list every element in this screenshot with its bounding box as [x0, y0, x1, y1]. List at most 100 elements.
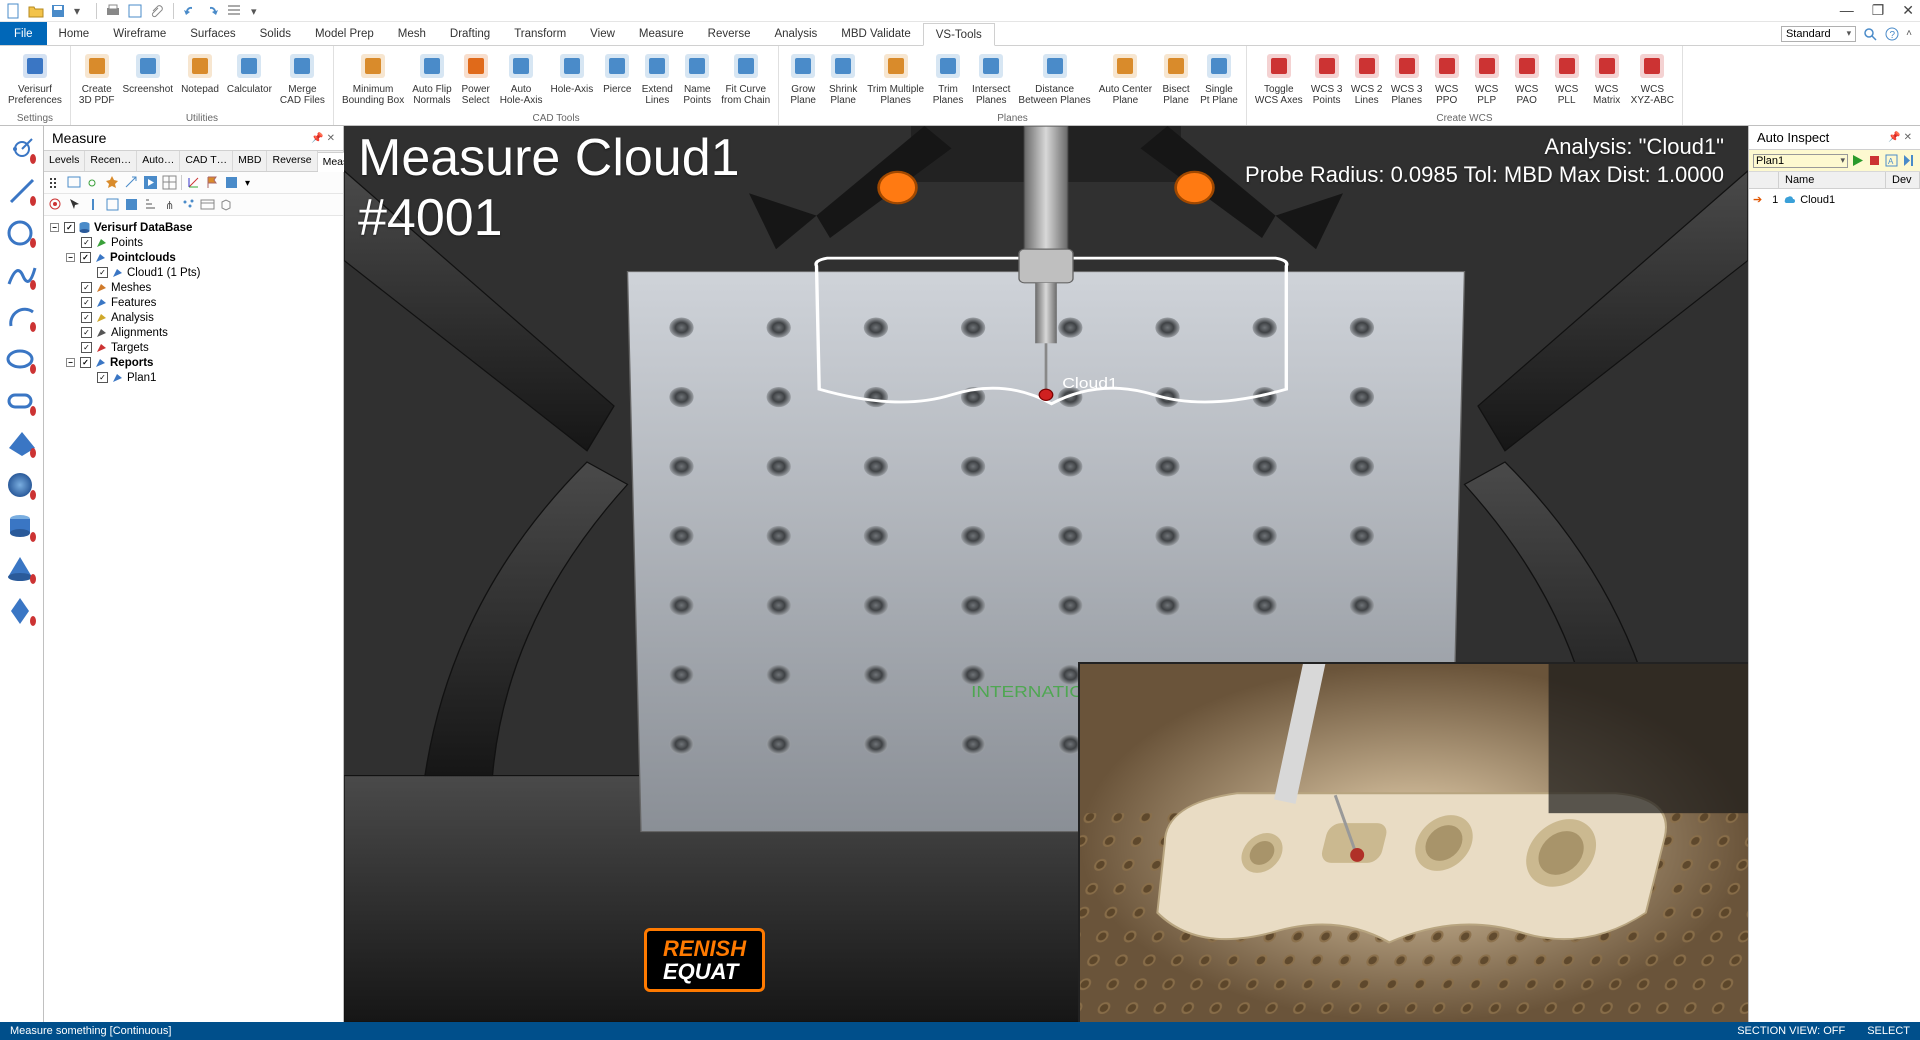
expander-icon[interactable]: −	[66, 358, 75, 367]
tree-root[interactable]: − ✓ Verisurf DataBase	[50, 220, 341, 235]
arc-tool-icon[interactable]	[5, 300, 39, 334]
stop-icon[interactable]	[1867, 153, 1882, 168]
expander-icon[interactable]: −	[66, 253, 75, 262]
tb-cursor-icon[interactable]	[67, 197, 82, 212]
tree-node-reports[interactable]: −✓Reports	[66, 355, 341, 370]
ribbon-btn-single-pt-plane[interactable]: SinglePt Plane	[1196, 48, 1242, 108]
ribbon-tab-vs-tools[interactable]: VS-Tools	[923, 23, 995, 46]
ribbon-btn-wcs-pao[interactable]: WCSPAO	[1507, 48, 1547, 108]
subtab-auto[interactable]: Auto…	[137, 151, 180, 171]
point-tool-icon[interactable]	[5, 132, 39, 166]
tb-tree-icon[interactable]	[143, 197, 158, 212]
tree-node-features[interactable]: ✓Features	[66, 295, 341, 310]
checkbox-icon[interactable]: ✓	[81, 312, 92, 323]
checkbox-icon[interactable]: ✓	[97, 372, 108, 383]
ribbon-btn-trim-planes[interactable]: TrimPlanes	[928, 48, 968, 108]
ribbon-tab-mesh[interactable]: Mesh	[386, 22, 438, 45]
ribbon-btn-intersect-planes[interactable]: IntersectPlanes	[968, 48, 1014, 108]
ribbon-btn-extend-lines[interactable]: ExtendLines	[637, 48, 677, 108]
torus-tool-icon[interactable]	[5, 594, 39, 628]
tree-node-alignments[interactable]: ✓Alignments	[66, 325, 341, 340]
ribbon-btn-calculator[interactable]: Calculator	[223, 48, 276, 97]
cylinder-tool-icon[interactable]	[5, 510, 39, 544]
autoinspect-pin-icon[interactable]: 📌 ✕	[1888, 132, 1912, 143]
ribbon-btn-name-points[interactable]: NamePoints	[677, 48, 717, 108]
print-icon[interactable]	[105, 3, 121, 19]
redo-icon[interactable]	[204, 3, 220, 19]
tb-play-icon[interactable]	[143, 175, 158, 190]
pin-icon[interactable]: 📌 ✕	[311, 133, 335, 144]
maximize-button[interactable]: ❐	[1872, 2, 1885, 19]
save-icon[interactable]	[50, 3, 66, 19]
ribbon-tab-home[interactable]: Home	[47, 22, 102, 45]
checkbox-icon[interactable]: ✓	[81, 342, 92, 353]
checkbox-icon[interactable]: ✓	[97, 267, 108, 278]
step-icon[interactable]	[1901, 153, 1916, 168]
tb-axes-icon[interactable]	[186, 175, 201, 190]
ribbon-tab-reverse[interactable]: Reverse	[696, 22, 763, 45]
ribbon-tab-transform[interactable]: Transform	[502, 22, 578, 45]
ribbon-btn-wcs-3-planes[interactable]: WCS 3Planes	[1387, 48, 1427, 108]
ribbon-tab-analysis[interactable]: Analysis	[762, 22, 829, 45]
line-tool-icon[interactable]	[5, 174, 39, 208]
cone-tool-icon[interactable]	[5, 552, 39, 586]
list-icon[interactable]	[226, 3, 242, 19]
checkbox-icon[interactable]: ✓	[81, 237, 92, 248]
tree-node-targets[interactable]: ✓Targets	[66, 340, 341, 355]
plane-tool-icon[interactable]	[5, 426, 39, 460]
checkbox-icon[interactable]: ✓	[81, 327, 92, 338]
ribbon-btn-wcs-3-points[interactable]: WCS 3Points	[1307, 48, 1347, 108]
ribbon-btn-bisect-plane[interactable]: BisectPlane	[1156, 48, 1196, 108]
autoinspect-row[interactable]: ➔1Cloud1	[1749, 189, 1920, 210]
ribbon-tab-measure[interactable]: Measure	[627, 22, 696, 45]
checkbox-icon[interactable]: ✓	[80, 357, 91, 368]
ribbon-btn-create-3d-pdf[interactable]: Create3D PDF	[75, 48, 119, 108]
spline-tool-icon[interactable]	[5, 258, 39, 292]
workspace-combo[interactable]: Standard	[1781, 26, 1856, 42]
tb-box-icon[interactable]	[105, 197, 120, 212]
ribbon-btn-grow-plane[interactable]: GrowPlane	[783, 48, 823, 108]
select-mode-status[interactable]: SELECT	[1867, 1025, 1910, 1037]
ribbon-btn-auto-flip-normals[interactable]: Auto FlipNormals	[408, 48, 455, 108]
ribbon-tab-solids[interactable]: Solids	[248, 22, 303, 45]
tb-link-icon[interactable]	[86, 175, 101, 190]
tb-vert-icon[interactable]	[86, 197, 101, 212]
tb-grid-icon[interactable]	[162, 175, 177, 190]
section-view-status[interactable]: SECTION VIEW: OFF	[1737, 1025, 1845, 1037]
ribbon-btn-wcs-ppo[interactable]: WCSPPO	[1427, 48, 1467, 108]
ribbon-btn-auto-center-plane[interactable]: Auto CenterPlane	[1095, 48, 1156, 108]
ribbon-btn-trim-multiple-planes[interactable]: Trim MultiplePlanes	[863, 48, 928, 108]
ribbon-tab-drafting[interactable]: Drafting	[438, 22, 502, 45]
tb-save-icon[interactable]	[224, 175, 239, 190]
checkbox-icon[interactable]: ✓	[81, 297, 92, 308]
tb-more-icon[interactable]: ▾	[243, 175, 258, 190]
tb-grip-icon[interactable]	[48, 175, 63, 190]
undo-icon[interactable]	[182, 3, 198, 19]
search-icon[interactable]	[1862, 26, 1878, 42]
open-icon[interactable]	[28, 3, 44, 19]
subtab-levels[interactable]: Levels	[44, 151, 85, 171]
subtab-reverse[interactable]: Reverse	[267, 151, 317, 171]
help-icon[interactable]: ?	[1884, 26, 1900, 42]
subtab-recen[interactable]: Recen…	[85, 151, 137, 171]
sphere-tool-icon[interactable]	[5, 468, 39, 502]
ribbon-btn-power-select[interactable]: PowerSelect	[456, 48, 496, 108]
ribbon-btn-wcs-plp[interactable]: WCSPLP	[1467, 48, 1507, 108]
close-button[interactable]: ✕	[1902, 2, 1914, 19]
plan-combo[interactable]: Plan1	[1753, 154, 1848, 168]
ribbon-tab-surfaces[interactable]: Surfaces	[178, 22, 247, 45]
tb-target-icon[interactable]	[48, 197, 63, 212]
checkbox-icon[interactable]: ✓	[64, 222, 75, 233]
ribbon-btn-fit-curve-from-chain[interactable]: Fit Curvefrom Chain	[717, 48, 774, 108]
model-viewport[interactable]: Cloud1 INTERNATIONAL Measure Cloud1 #400…	[344, 126, 1748, 1022]
tb-arrow-icon[interactable]	[124, 175, 139, 190]
ribbon-btn-merge-cad-files[interactable]: MergeCAD Files	[276, 48, 329, 108]
ellipse-tool-icon[interactable]	[5, 342, 39, 376]
print-preview-icon[interactable]	[127, 3, 143, 19]
ribbon-btn-shrink-plane[interactable]: ShrinkPlane	[823, 48, 863, 108]
tree-node-cloud1-1-pts-[interactable]: ✓Cloud1 (1 Pts)	[82, 265, 341, 280]
circle-tool-icon[interactable]	[5, 216, 39, 250]
minimize-button[interactable]: —	[1840, 2, 1854, 19]
ribbon-tab-mbd-validate[interactable]: MBD Validate	[829, 22, 922, 45]
ribbon-btn-toggle-wcs-axes[interactable]: ToggleWCS Axes	[1251, 48, 1307, 108]
